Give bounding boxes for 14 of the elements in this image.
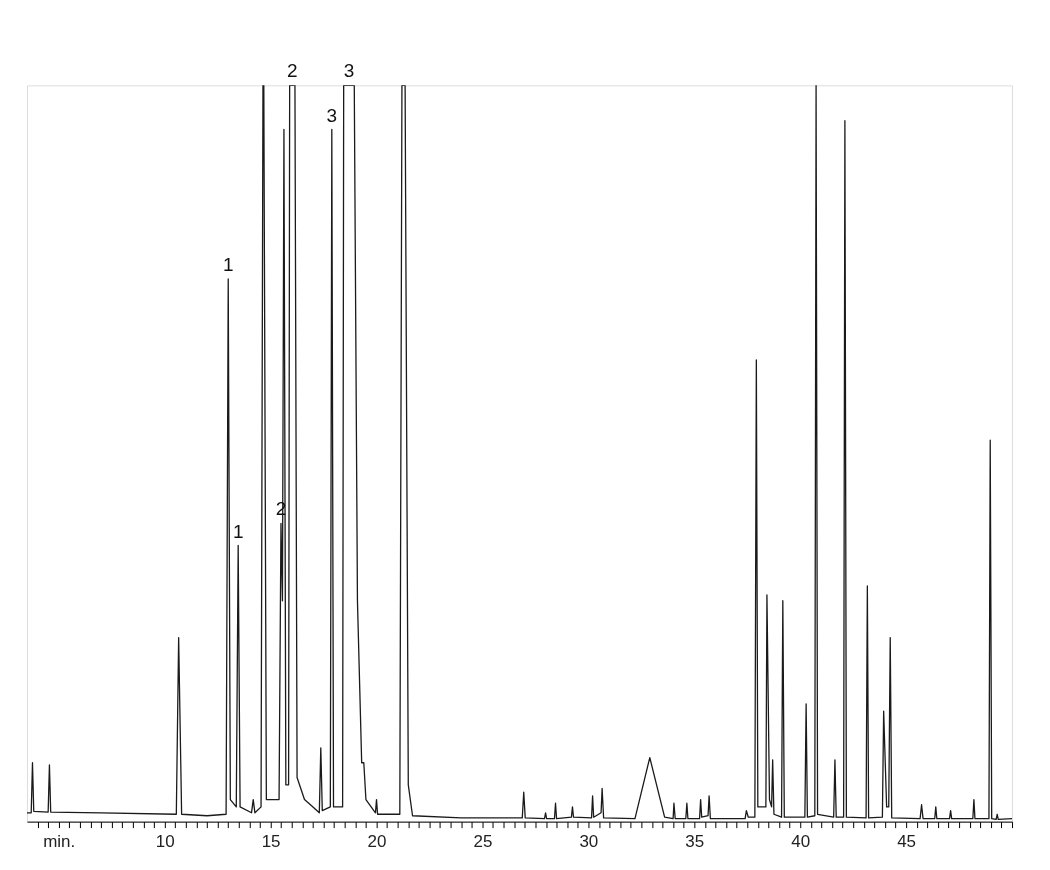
- x-tick-label: 10: [155, 832, 175, 852]
- x-tick-label: 45: [897, 832, 917, 852]
- annotation: 1: [222, 253, 234, 275]
- x-tick-label: 15: [261, 832, 281, 852]
- x-tick-label: 25: [473, 832, 493, 852]
- x-tick-label: 35: [685, 832, 705, 852]
- x-tick-label: 20: [367, 832, 387, 852]
- annotation: 3: [326, 104, 338, 126]
- x-tick-label: 30: [579, 832, 599, 852]
- x-tick-label: 40: [791, 832, 811, 852]
- annotation: 2: [286, 60, 298, 82]
- annotation: 1: [232, 520, 244, 542]
- annotation: 3: [343, 60, 355, 82]
- x-tick-label: min.: [43, 832, 76, 852]
